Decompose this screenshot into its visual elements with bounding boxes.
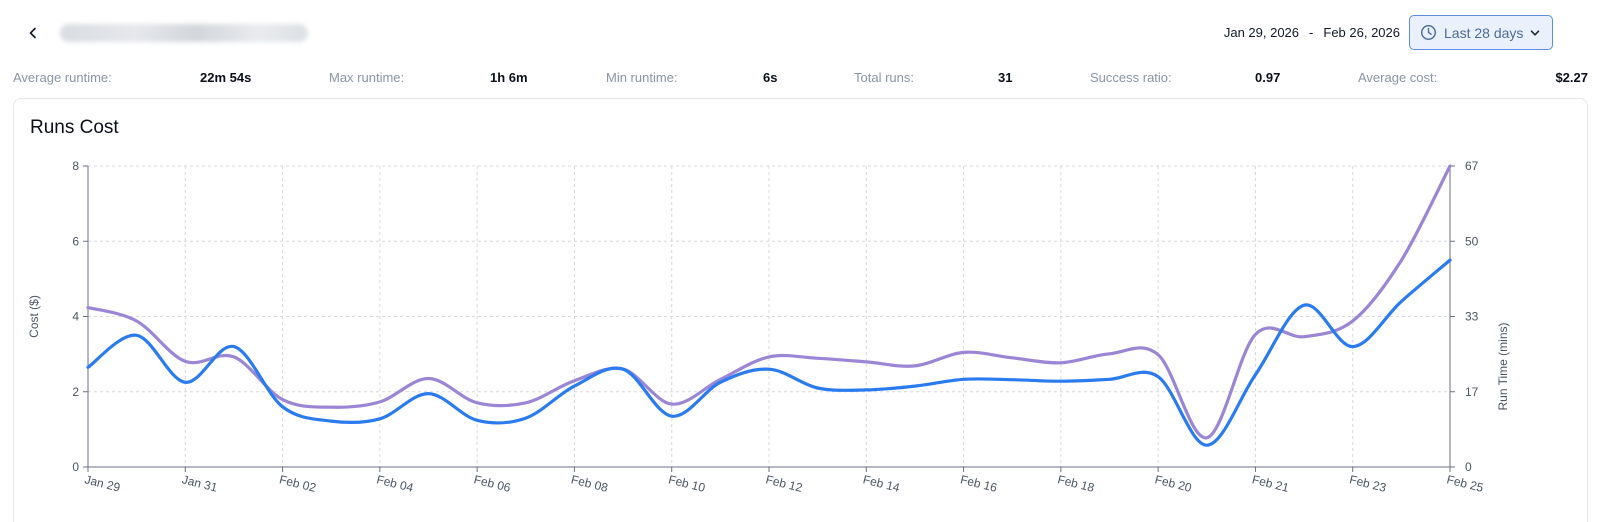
stat-label-total-runs: Total runs:: [854, 70, 914, 85]
x-tick-label: Feb 08: [570, 472, 610, 495]
x-tick-label: Jan 31: [181, 472, 220, 494]
x-tick-label: Feb 20: [1153, 472, 1193, 495]
chevron-down-icon: [1531, 29, 1540, 36]
y-tick-label: 8: [72, 159, 79, 173]
series-line-run-time: [86, 164, 1452, 440]
stat-label-min-runtime: Min runtime:: [606, 70, 678, 85]
x-tick-label: Feb 02: [278, 472, 318, 495]
stat-value-min-runtime: 6s: [763, 70, 778, 85]
x-tick-label: Feb 14: [862, 472, 902, 495]
stat-value-total-runs: 31: [998, 70, 1013, 85]
x-tick-label: Feb 23: [1348, 472, 1388, 495]
y2-axis-title: Run Time (mins): [1496, 322, 1510, 410]
page-header: Jan 29, 2026 - Feb 26, 2026 Last 28 days: [0, 0, 1600, 66]
stat-value-success-ratio: 0.97: [1255, 70, 1281, 85]
x-tick-label: Feb 18: [1056, 472, 1096, 495]
y2-tick-label: 17: [1465, 385, 1479, 399]
x-tick-label: Feb 25: [1445, 472, 1485, 495]
date-range-label: Last 28 days: [1444, 24, 1524, 41]
x-tick-label: Feb 06: [472, 472, 512, 495]
stat-label-average-cost: Average cost:: [1358, 70, 1438, 85]
stats-bar: Average runtime: 22m 54s Max runtime: 1h…: [13, 70, 1588, 86]
y-tick-label: 4: [72, 310, 79, 324]
stat-label-success-ratio: Success ratio:: [1090, 70, 1172, 85]
series-line-cost: [86, 258, 1452, 447]
stat-value-max-runtime: 1h 6m: [490, 70, 528, 85]
y2-tick-label: 67: [1465, 159, 1479, 173]
stat-label-max-runtime: Max runtime:: [329, 70, 405, 85]
back-button[interactable]: [22, 22, 44, 44]
y-tick-label: 6: [72, 234, 79, 248]
y-axis-title: Cost ($): [27, 295, 41, 338]
stat-label-average-runtime: Average runtime:: [13, 70, 112, 85]
x-tick-label: Feb 04: [375, 472, 415, 495]
y2-tick-label: 33: [1465, 310, 1479, 324]
date-range: Jan 29, 2026 - Feb 26, 2026: [1224, 25, 1400, 40]
x-tick-label: Feb 16: [959, 472, 999, 495]
date-separator: -: [1309, 25, 1314, 40]
x-tick-label: Feb 10: [667, 472, 707, 495]
stat-value-average-runtime: 22m 54s: [200, 70, 252, 85]
date-range-dropdown[interactable]: Last 28 days: [1409, 15, 1553, 50]
y-tick-label: 0: [72, 460, 79, 474]
card-title: Runs Cost: [30, 117, 119, 138]
y2-tick-label: 50: [1465, 234, 1479, 248]
date-start: Jan 29, 2026: [1223, 25, 1300, 40]
job-name-blurred: [60, 24, 308, 42]
x-tick-label: Feb 12: [764, 472, 804, 495]
clock-icon: [1420, 24, 1437, 41]
x-tick-label: Jan 29: [83, 472, 122, 494]
x-tick-label: Feb 21: [1251, 472, 1291, 495]
date-end: Feb 26, 2026: [1323, 25, 1400, 40]
stat-value-average-cost: $2.27: [1555, 70, 1588, 85]
y-tick-label: 2: [72, 385, 79, 399]
chevron-left-icon: [29, 27, 36, 39]
runs-cost-card: Runs Cost: [13, 98, 1588, 522]
y2-tick-label: 0: [1465, 460, 1472, 474]
